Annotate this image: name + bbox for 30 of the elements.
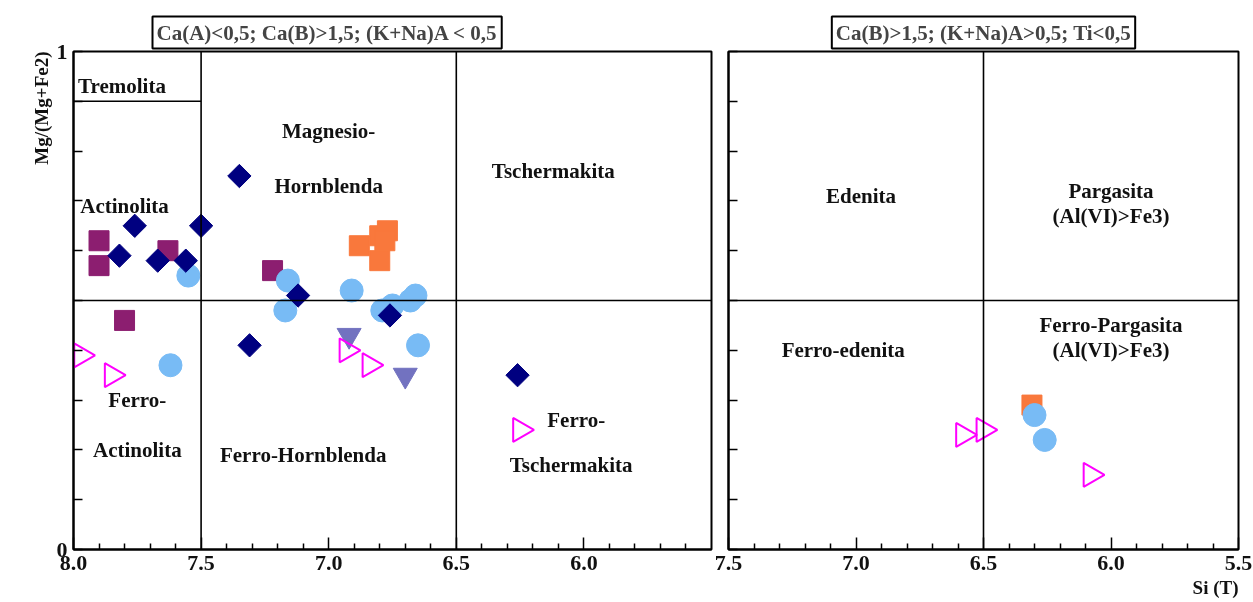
annotation: Pargasita — [1068, 178, 1155, 203]
annotation: Ferro- — [108, 388, 167, 413]
annotation: Tremolita — [78, 74, 167, 99]
x-tick-label: 7.0 — [314, 549, 343, 575]
chart-title: Ca(A)<0,5; Ca(B)>1,5; (K+Na)A < 0,5 — [156, 20, 497, 45]
annotation: Actinolita — [92, 437, 183, 462]
annotation: Hornblenda — [274, 173, 384, 198]
x-tick-label: 7.5 — [187, 549, 215, 575]
annotation: Ferro-Pargasita — [1039, 313, 1184, 338]
chart-title: Ca(B)>1,5; (K+Na)A>0,5; Ti<0,5 — [835, 20, 1131, 45]
annotation: (Al(VI)>Fe3) — [1052, 338, 1170, 363]
x-tick-label: 6.5 — [442, 549, 471, 575]
y-tick-label: 1 — [56, 38, 68, 64]
annotation: Ferro-edenita — [781, 338, 906, 363]
annotation: Edenita — [826, 183, 897, 208]
y-axis-title: Mg/(Mg+Fe2) — [30, 51, 53, 165]
x-tick-label: 5.5 — [1224, 549, 1253, 575]
x-axis-title: Si (T) — [1192, 576, 1239, 599]
x-tick-label: 7.5 — [714, 549, 743, 575]
x-tick-label: 6.0 — [570, 549, 598, 575]
annotation: Ferro-Hornblenda — [219, 442, 387, 467]
x-tick-label: 7.0 — [842, 549, 870, 575]
annotation: (Al(VI)>Fe3) — [1052, 203, 1170, 228]
annotation: Ferro- — [547, 408, 606, 433]
x-tick-label: 6.5 — [969, 549, 998, 575]
annotation: Magnesio- — [282, 119, 376, 144]
annotation: Tschermakita — [491, 159, 616, 184]
annotation: Tschermakita — [509, 452, 634, 477]
annotation: Actinolita — [80, 193, 170, 218]
x-tick-label: 6.0 — [1097, 549, 1125, 575]
